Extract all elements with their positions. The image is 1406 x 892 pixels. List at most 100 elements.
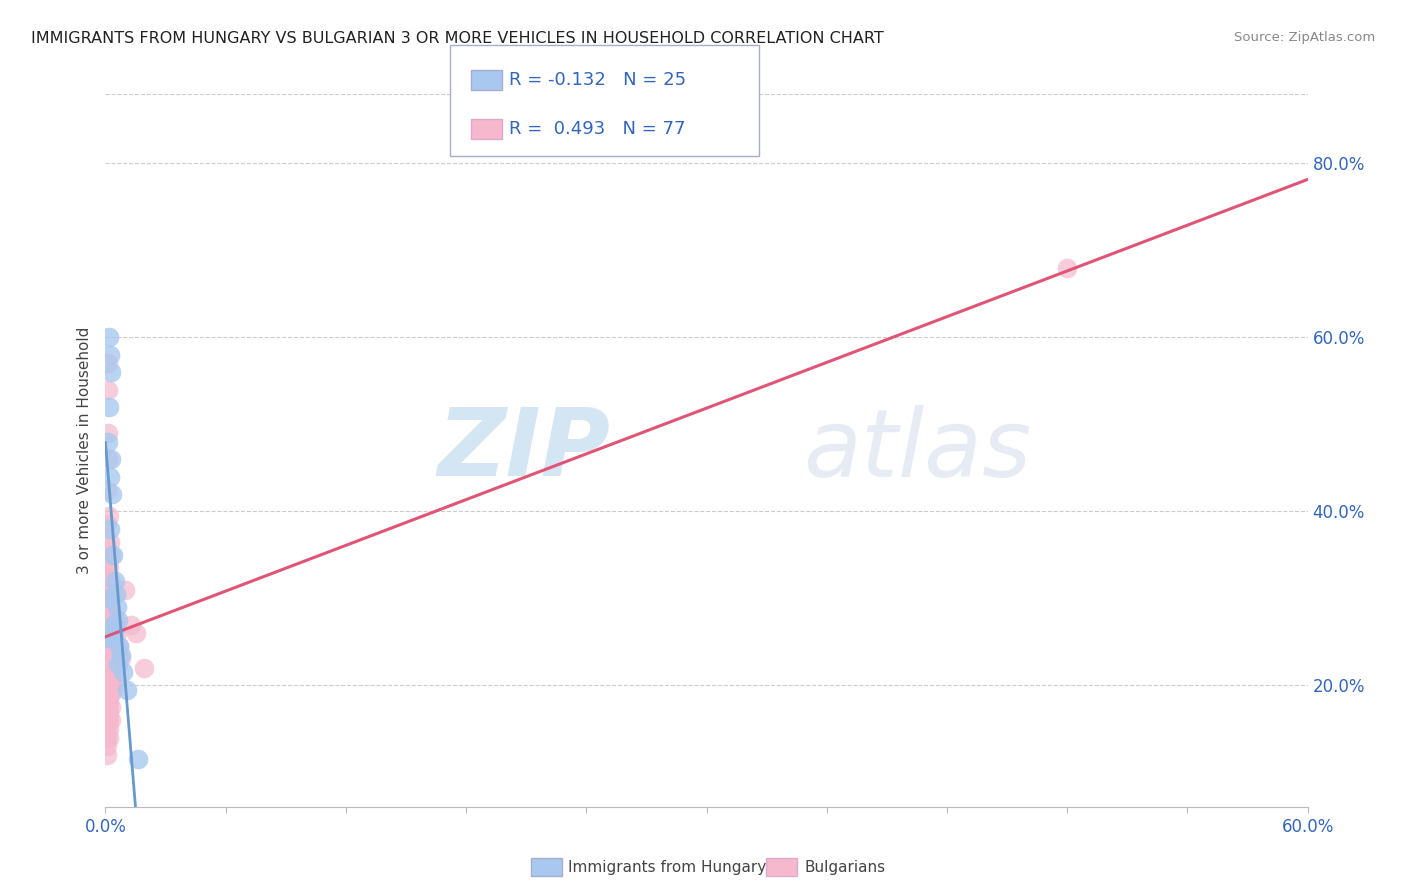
Point	[104, 622, 127, 636]
Point	[103, 631, 125, 645]
Text: R =  0.493   N = 77: R = 0.493 N = 77	[509, 120, 686, 138]
Point	[98, 731, 121, 745]
Point	[97, 557, 120, 571]
Point	[96, 652, 118, 666]
Point	[104, 635, 127, 649]
Point	[104, 654, 127, 668]
Point	[97, 635, 120, 649]
Point	[96, 713, 118, 727]
Point	[97, 356, 120, 370]
Point	[107, 613, 129, 627]
Text: IMMIGRANTS FROM HUNGARY VS BULGARIAN 3 OR MORE VEHICLES IN HOUSEHOLD CORRELATION: IMMIGRANTS FROM HUNGARY VS BULGARIAN 3 O…	[31, 31, 884, 46]
Point	[104, 613, 127, 627]
Point	[100, 713, 122, 727]
Point	[98, 600, 121, 615]
Point	[103, 631, 125, 645]
Point	[100, 687, 122, 701]
Point	[107, 626, 129, 640]
Point	[96, 747, 118, 762]
Point	[121, 617, 143, 632]
Point	[98, 643, 121, 657]
Y-axis label: 3 or more Vehicles in Household: 3 or more Vehicles in Household	[77, 326, 93, 574]
Point	[98, 400, 121, 414]
Point	[124, 626, 146, 640]
Point	[100, 600, 122, 615]
Text: R = -0.132   N = 25: R = -0.132 N = 25	[509, 70, 686, 89]
Point	[96, 687, 118, 701]
Point	[100, 574, 122, 588]
Point	[100, 348, 122, 362]
Point	[107, 600, 129, 615]
Point	[98, 670, 121, 684]
Point	[97, 569, 120, 583]
Point	[107, 657, 129, 671]
Point	[96, 600, 118, 615]
Point	[117, 682, 139, 697]
Point	[98, 561, 121, 575]
Point	[107, 645, 129, 659]
Point	[96, 643, 118, 657]
Point	[104, 674, 127, 689]
Point	[103, 652, 125, 666]
Point	[97, 608, 120, 623]
Point	[105, 587, 128, 601]
Point	[100, 640, 122, 654]
Point	[97, 434, 120, 449]
Point	[100, 674, 122, 689]
Point	[96, 626, 118, 640]
Point	[1056, 260, 1078, 275]
Point	[97, 383, 120, 397]
Point	[96, 670, 118, 684]
Point	[127, 752, 149, 766]
Point	[104, 574, 127, 588]
Point	[97, 425, 120, 440]
Point	[101, 617, 124, 632]
Point	[96, 674, 118, 689]
Point	[100, 622, 122, 636]
Point	[103, 582, 125, 597]
Point	[100, 522, 122, 536]
Point	[96, 617, 118, 632]
Point	[103, 670, 125, 684]
Point	[96, 705, 118, 719]
Point	[96, 517, 118, 532]
Point	[97, 631, 120, 645]
Point	[96, 661, 118, 675]
Point	[100, 548, 122, 562]
Point	[114, 582, 136, 597]
Point	[98, 657, 121, 671]
Point	[98, 631, 121, 645]
Point	[96, 483, 118, 497]
Point	[112, 665, 135, 680]
Point	[98, 678, 121, 692]
Point	[103, 608, 125, 623]
Point	[98, 617, 121, 632]
Point	[96, 678, 118, 692]
Point	[100, 657, 122, 671]
Point	[96, 739, 118, 754]
Point	[96, 539, 118, 553]
Point	[98, 713, 121, 727]
Point	[96, 731, 118, 745]
Point	[98, 687, 121, 701]
Text: ZIP: ZIP	[437, 404, 610, 497]
Point	[98, 508, 121, 523]
Point	[110, 648, 132, 662]
Point	[98, 534, 121, 549]
Text: Bulgarians: Bulgarians	[804, 860, 886, 874]
Point	[108, 640, 131, 654]
Point	[101, 487, 124, 501]
Point	[132, 661, 155, 675]
Point	[108, 640, 131, 654]
Point	[98, 582, 121, 597]
Point	[98, 696, 121, 710]
Point	[96, 582, 118, 597]
Point	[110, 650, 132, 665]
Point	[100, 365, 122, 379]
Point	[100, 700, 122, 714]
Point	[98, 469, 121, 483]
Point	[97, 452, 120, 467]
Point	[98, 705, 121, 719]
Point	[98, 591, 121, 606]
Point	[96, 722, 118, 736]
